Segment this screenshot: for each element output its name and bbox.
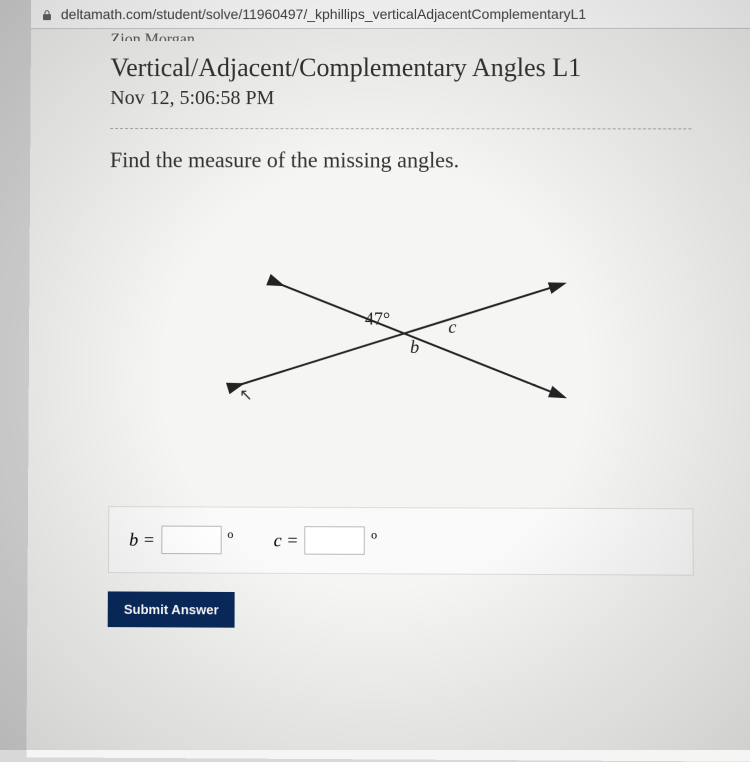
browser-url-bar[interactable]: deltamath.com/student/solve/11960497/_kp… <box>31 0 750 29</box>
submit-answer-button[interactable]: Submit Answer <box>108 591 235 627</box>
answer-group-c: c = o <box>274 526 378 555</box>
student-name-cutoff: Zion Morgan <box>111 31 691 41</box>
answer-row: b = o c = o <box>108 506 694 576</box>
page-title: Vertical/Adjacent/Complementary Angles L… <box>110 53 691 83</box>
url-text: deltamath.com/student/solve/11960497/_kp… <box>61 6 586 22</box>
angle-diagram: ↖ 47° b c <box>108 203 693 467</box>
angle-label-47: 47° <box>365 308 390 328</box>
diagram-line-1 <box>239 284 561 386</box>
degree-symbol-b: o <box>227 526 233 541</box>
b-label: b = <box>129 529 155 550</box>
degree-symbol-c: o <box>371 527 377 542</box>
b-input[interactable] <box>161 526 221 555</box>
question-prompt: Find the measure of the missing angles. <box>110 147 692 174</box>
answer-group-b: b = o <box>129 525 233 554</box>
angle-label-c: c <box>448 317 456 337</box>
timestamp: Nov 12, 5:06:58 PM <box>110 87 691 110</box>
diagram-line-2 <box>279 284 561 396</box>
diagram-svg: 47° b c <box>199 223 602 446</box>
c-input[interactable] <box>305 526 366 555</box>
c-label: c = <box>274 530 299 551</box>
section-divider <box>110 128 691 129</box>
lock-icon <box>41 8 53 20</box>
content-area: Zion Morgan Vertical/Adjacent/Complement… <box>27 39 750 630</box>
angle-label-b: b <box>410 337 419 357</box>
